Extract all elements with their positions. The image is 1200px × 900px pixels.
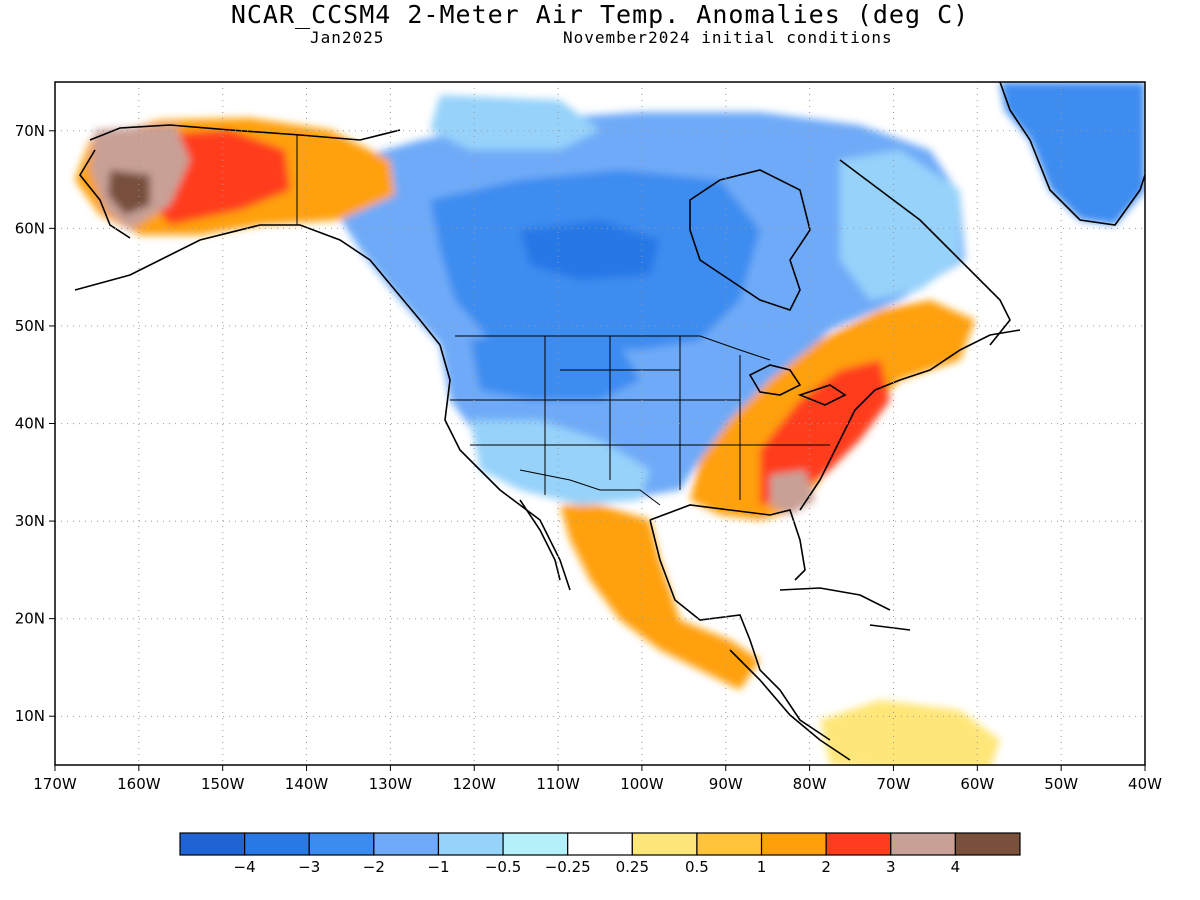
colorbar-label: −3 bbox=[298, 858, 320, 876]
lon-tick-label: 170W bbox=[33, 775, 77, 793]
colorbar-swatch bbox=[825, 832, 892, 856]
colorbar-swatch bbox=[760, 832, 827, 856]
colorbar-label: −4 bbox=[234, 858, 256, 876]
lon-tick-label: 90W bbox=[709, 775, 743, 793]
colorbar-label: −0.5 bbox=[485, 858, 521, 876]
colorbar-swatch bbox=[954, 832, 1021, 856]
warm-region-mexico bbox=[560, 505, 760, 690]
lat-tick-label: 70N bbox=[15, 122, 45, 140]
atlantic-coast bbox=[799, 329, 1021, 511]
us-canada-border bbox=[455, 335, 771, 361]
colorbar: −4 −3 −2 −1 −0.5 −0.25 0.25 0.5 1 2 3 4 bbox=[179, 832, 1021, 876]
lon-tick-label: 140W bbox=[285, 775, 329, 793]
lon-tick-label: 60W bbox=[960, 775, 994, 793]
lat-tick-label: 20N bbox=[15, 610, 45, 628]
colorbar-label: −2 bbox=[363, 858, 385, 876]
colorbar-label: −1 bbox=[427, 858, 449, 876]
colorbar-label: 0.25 bbox=[616, 858, 649, 876]
colorbar-swatch bbox=[373, 832, 440, 856]
pacific-coast bbox=[439, 344, 571, 591]
mild-cold-southwest bbox=[470, 420, 650, 505]
labrador-coast bbox=[839, 159, 1011, 346]
colorbar-label: 0.5 bbox=[685, 858, 709, 876]
colorbar-swatch bbox=[244, 832, 310, 856]
mexico-gulf-coast bbox=[649, 519, 831, 741]
alaska-west-coast bbox=[79, 124, 401, 239]
cold-core-deep bbox=[520, 220, 660, 280]
political-boundaries bbox=[296, 135, 830, 506]
state-lines bbox=[450, 336, 830, 500]
colorbar-label: 1 bbox=[757, 858, 767, 876]
lat-tick-label: 50N bbox=[15, 317, 45, 335]
lon-tick-label: 50W bbox=[1044, 775, 1078, 793]
anomaly-fields bbox=[55, 82, 1145, 765]
lon-tick-label: 80W bbox=[793, 775, 827, 793]
colorbar-swatch bbox=[437, 832, 504, 856]
lon-tick-label: 130W bbox=[369, 775, 413, 793]
lat-tick-label: 60N bbox=[15, 219, 45, 237]
colorbar-label: 4 bbox=[951, 858, 961, 876]
colorbar-swatch bbox=[502, 832, 569, 856]
colorbar-label: −0.25 bbox=[545, 858, 591, 876]
alaska-coast bbox=[74, 224, 441, 346]
colorbar-swatch bbox=[890, 832, 956, 856]
cold-region-greenland bbox=[1000, 82, 1145, 225]
baja-coast bbox=[519, 499, 561, 581]
colorbar-label: 3 bbox=[886, 858, 896, 876]
colorbar-swatch bbox=[696, 832, 763, 856]
coastlines bbox=[74, 82, 1145, 761]
caribbean-islands bbox=[779, 587, 911, 631]
lon-tick-label: 70W bbox=[877, 775, 911, 793]
lon-tick-label: 100W bbox=[620, 775, 664, 793]
greenland-coast bbox=[999, 82, 1145, 226]
lat-tick-label: 40N bbox=[15, 415, 45, 433]
lon-tick-label: 150W bbox=[201, 775, 245, 793]
lon-tick-label: 160W bbox=[117, 775, 161, 793]
lon-tick-label: 120W bbox=[452, 775, 496, 793]
colorbar-swatch bbox=[308, 832, 375, 856]
cold-region-labrador bbox=[840, 150, 960, 300]
great-lakes bbox=[748, 364, 847, 406]
extreme-alaska-west bbox=[108, 170, 150, 215]
us-mexico-border bbox=[519, 469, 661, 506]
cold-plains bbox=[470, 330, 640, 400]
colorbar-swatch bbox=[631, 832, 698, 856]
chart-title: NCAR_CCSM4 2-Meter Air Temp. Anomalies (… bbox=[230, 0, 970, 29]
hudson-bay bbox=[689, 169, 811, 311]
us-gulf-coast bbox=[649, 504, 806, 581]
hot-core-east bbox=[760, 360, 890, 505]
colorbar-label: 2 bbox=[821, 858, 831, 876]
init-conditions-label: November2024 initial conditions bbox=[563, 28, 893, 47]
colorbar-swatch bbox=[179, 832, 246, 856]
axis-ticks: 170W 160W 150W 140W 130W 120W 110W 100W 90W 80W 70… bbox=[15, 122, 1162, 793]
central-america-coast bbox=[729, 649, 851, 761]
valid-month-label: Jan2025 bbox=[310, 28, 385, 47]
near-zero-arctic bbox=[430, 95, 600, 150]
lon-tick-label: 110W bbox=[536, 775, 580, 793]
lat-tick-label: 10N bbox=[15, 707, 45, 725]
lat-tick-label: 30N bbox=[15, 512, 45, 530]
colorbar-swatch bbox=[567, 832, 633, 856]
lon-tick-label: 40W bbox=[1128, 775, 1162, 793]
